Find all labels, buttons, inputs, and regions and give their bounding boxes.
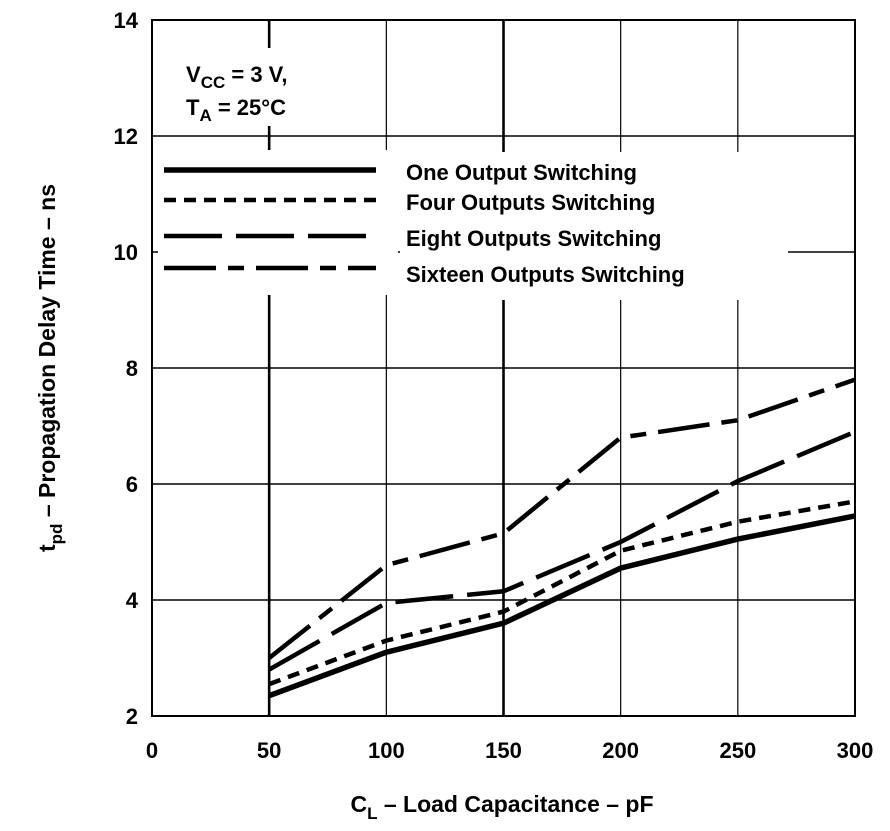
series-lines <box>267 377 856 699</box>
x-tick-label: 150 <box>485 738 522 763</box>
x-axis-title: CL – Load Capacitance – pF <box>350 791 653 823</box>
series-line-2 <box>268 499 856 687</box>
y-tick-label: 10 <box>114 240 138 265</box>
plot-frame <box>151 19 856 717</box>
legend-background <box>158 150 398 295</box>
y-tick-label: 12 <box>114 124 138 149</box>
series-line-3 <box>268 429 856 672</box>
y-tick-label: 14 <box>114 8 139 33</box>
y-tick-label: 8 <box>126 356 138 381</box>
tick-labels: 0 50 100 150 200 250 300 2 4 6 8 10 12 14 <box>114 8 874 763</box>
x-tick-label: 250 <box>719 738 756 763</box>
annotation-background <box>178 48 358 126</box>
annotation-ta: TA = 25°C <box>186 95 286 125</box>
y-tick-label: 6 <box>126 472 138 497</box>
x-tick-label: 300 <box>837 738 874 763</box>
x-tick-label: 50 <box>257 738 281 763</box>
legend-label-1: One Output Switching <box>406 160 637 185</box>
legend-label-4: Sixteen Outputs Switching <box>406 262 685 287</box>
annotation-vcc: VCC = 3 V, <box>186 62 287 92</box>
series-line-4 <box>267 377 856 660</box>
y-axis-title: tpd – Propagation Delay Time – ns <box>34 184 66 552</box>
legend-text-background <box>400 152 788 300</box>
x-tick-label: 100 <box>368 738 405 763</box>
y-tick-label: 4 <box>126 588 139 613</box>
x-tick-label: 200 <box>602 738 639 763</box>
y-tick-label: 2 <box>126 704 138 729</box>
legend-label-3: Eight Outputs Switching <box>406 226 661 251</box>
x-tick-label: 0 <box>146 738 158 763</box>
legend: One Output Switching Four Outputs Switchi… <box>164 160 685 287</box>
series-line-1 <box>268 513 856 699</box>
legend-label-2: Four Outputs Switching <box>406 190 655 215</box>
plot-border <box>151 19 856 717</box>
